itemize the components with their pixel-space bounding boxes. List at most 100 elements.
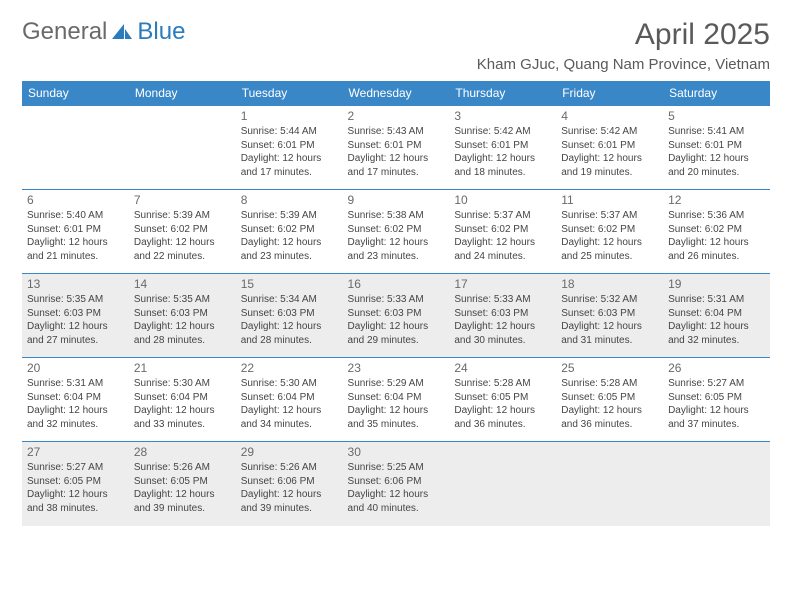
calendar-day-cell: 10Sunrise: 5:37 AMSunset: 6:02 PMDayligh… — [449, 190, 556, 274]
day-info-line: Daylight: 12 hours — [561, 404, 658, 418]
calendar-day-cell: 28Sunrise: 5:26 AMSunset: 6:05 PMDayligh… — [129, 442, 236, 526]
calendar-day-cell: 23Sunrise: 5:29 AMSunset: 6:04 PMDayligh… — [343, 358, 450, 442]
day-info-line: and 17 minutes. — [241, 166, 338, 180]
calendar-day-cell: 25Sunrise: 5:28 AMSunset: 6:05 PMDayligh… — [556, 358, 663, 442]
month-title: April 2025 — [477, 18, 770, 52]
calendar-day-cell: 30Sunrise: 5:25 AMSunset: 6:06 PMDayligh… — [343, 442, 450, 526]
calendar-body: 1Sunrise: 5:44 AMSunset: 6:01 PMDaylight… — [22, 106, 770, 526]
calendar-day-cell: 18Sunrise: 5:32 AMSunset: 6:03 PMDayligh… — [556, 274, 663, 358]
calendar-day-cell: 7Sunrise: 5:39 AMSunset: 6:02 PMDaylight… — [129, 190, 236, 274]
calendar-day-cell: 3Sunrise: 5:42 AMSunset: 6:01 PMDaylight… — [449, 106, 556, 190]
day-info-line: Sunrise: 5:28 AM — [454, 377, 551, 391]
calendar-day-cell: 29Sunrise: 5:26 AMSunset: 6:06 PMDayligh… — [236, 442, 343, 526]
day-info-line: Sunset: 6:05 PM — [561, 391, 658, 405]
day-info-line: Sunrise: 5:44 AM — [241, 125, 338, 139]
day-info-line: Sunset: 6:03 PM — [27, 307, 124, 321]
day-info-line: Sunrise: 5:33 AM — [454, 293, 551, 307]
day-info-line: Daylight: 12 hours — [668, 152, 765, 166]
day-info-line: and 20 minutes. — [668, 166, 765, 180]
day-header: Saturday — [663, 81, 770, 106]
day-number: 24 — [454, 361, 551, 375]
day-info-line: Daylight: 12 hours — [348, 236, 445, 250]
day-info-line: Sunrise: 5:29 AM — [348, 377, 445, 391]
day-info-line: Sunset: 6:04 PM — [348, 391, 445, 405]
day-header: Wednesday — [343, 81, 450, 106]
calendar-day-cell: 22Sunrise: 5:30 AMSunset: 6:04 PMDayligh… — [236, 358, 343, 442]
day-number: 15 — [241, 277, 338, 291]
day-info-line: and 32 minutes. — [27, 418, 124, 432]
day-info-line: Sunset: 6:03 PM — [348, 307, 445, 321]
day-info-line: Sunrise: 5:26 AM — [134, 461, 231, 475]
day-info-line: and 24 minutes. — [454, 250, 551, 264]
day-info-line: Sunrise: 5:27 AM — [27, 461, 124, 475]
day-info-line: Sunrise: 5:43 AM — [348, 125, 445, 139]
day-info-line: Sunrise: 5:42 AM — [561, 125, 658, 139]
day-info-line: Sunrise: 5:32 AM — [561, 293, 658, 307]
calendar-week-row: 13Sunrise: 5:35 AMSunset: 6:03 PMDayligh… — [22, 274, 770, 358]
day-info-line: and 35 minutes. — [348, 418, 445, 432]
day-number: 10 — [454, 193, 551, 207]
brand-part1: General — [22, 18, 107, 46]
day-info-line: Daylight: 12 hours — [241, 236, 338, 250]
calendar-day-cell: 13Sunrise: 5:35 AMSunset: 6:03 PMDayligh… — [22, 274, 129, 358]
day-info-line: Sunrise: 5:33 AM — [348, 293, 445, 307]
day-info-line: Sunrise: 5:31 AM — [668, 293, 765, 307]
day-header: Friday — [556, 81, 663, 106]
calendar-day-cell: 9Sunrise: 5:38 AMSunset: 6:02 PMDaylight… — [343, 190, 450, 274]
day-header: Thursday — [449, 81, 556, 106]
calendar-day-cell: 27Sunrise: 5:27 AMSunset: 6:05 PMDayligh… — [22, 442, 129, 526]
day-number: 20 — [27, 361, 124, 375]
calendar-empty-cell — [129, 106, 236, 190]
day-info-line: and 26 minutes. — [668, 250, 765, 264]
day-number: 29 — [241, 445, 338, 459]
calendar-day-cell: 15Sunrise: 5:34 AMSunset: 6:03 PMDayligh… — [236, 274, 343, 358]
day-info-line: Daylight: 12 hours — [348, 152, 445, 166]
calendar-table: SundayMondayTuesdayWednesdayThursdayFrid… — [22, 81, 770, 526]
calendar-day-cell: 6Sunrise: 5:40 AMSunset: 6:01 PMDaylight… — [22, 190, 129, 274]
day-number: 3 — [454, 109, 551, 123]
day-info-line: Sunrise: 5:38 AM — [348, 209, 445, 223]
day-number: 27 — [27, 445, 124, 459]
calendar-head: SundayMondayTuesdayWednesdayThursdayFrid… — [22, 81, 770, 106]
day-info-line: Daylight: 12 hours — [27, 320, 124, 334]
calendar-day-cell: 11Sunrise: 5:37 AMSunset: 6:02 PMDayligh… — [556, 190, 663, 274]
day-info-line: Sunset: 6:06 PM — [241, 475, 338, 489]
day-info-line: Daylight: 12 hours — [668, 320, 765, 334]
calendar-empty-cell — [556, 442, 663, 526]
day-info-line: and 17 minutes. — [348, 166, 445, 180]
day-number: 30 — [348, 445, 445, 459]
calendar-week-row: 1Sunrise: 5:44 AMSunset: 6:01 PMDaylight… — [22, 106, 770, 190]
day-number: 2 — [348, 109, 445, 123]
calendar-day-cell: 24Sunrise: 5:28 AMSunset: 6:05 PMDayligh… — [449, 358, 556, 442]
day-info-line: and 40 minutes. — [348, 502, 445, 516]
day-info-line: Sunrise: 5:39 AM — [241, 209, 338, 223]
day-info-line: and 39 minutes. — [134, 502, 231, 516]
day-info-line: and 32 minutes. — [668, 334, 765, 348]
day-info-line: Daylight: 12 hours — [348, 404, 445, 418]
calendar-empty-cell — [449, 442, 556, 526]
day-info-line: Sunset: 6:03 PM — [241, 307, 338, 321]
day-info-line: and 37 minutes. — [668, 418, 765, 432]
day-number: 25 — [561, 361, 658, 375]
day-number: 13 — [27, 277, 124, 291]
title-block: April 2025 Kham GJuc, Quang Nam Province… — [477, 18, 770, 73]
day-info-line: Sunset: 6:04 PM — [134, 391, 231, 405]
day-info-line: and 22 minutes. — [134, 250, 231, 264]
day-number: 6 — [27, 193, 124, 207]
day-number: 4 — [561, 109, 658, 123]
day-info-line: Sunset: 6:05 PM — [454, 391, 551, 405]
day-info-line: Sunrise: 5:37 AM — [561, 209, 658, 223]
day-number: 8 — [241, 193, 338, 207]
brand-sail-icon — [111, 23, 133, 41]
calendar-week-row: 20Sunrise: 5:31 AMSunset: 6:04 PMDayligh… — [22, 358, 770, 442]
day-info-line: Daylight: 12 hours — [134, 236, 231, 250]
day-info-line: Daylight: 12 hours — [27, 404, 124, 418]
day-info-line: and 30 minutes. — [454, 334, 551, 348]
day-number: 14 — [134, 277, 231, 291]
day-number: 21 — [134, 361, 231, 375]
day-info-line: and 23 minutes. — [348, 250, 445, 264]
calendar-day-cell: 16Sunrise: 5:33 AMSunset: 6:03 PMDayligh… — [343, 274, 450, 358]
day-info-line: Sunrise: 5:35 AM — [134, 293, 231, 307]
day-number: 19 — [668, 277, 765, 291]
day-info-line: Daylight: 12 hours — [134, 404, 231, 418]
